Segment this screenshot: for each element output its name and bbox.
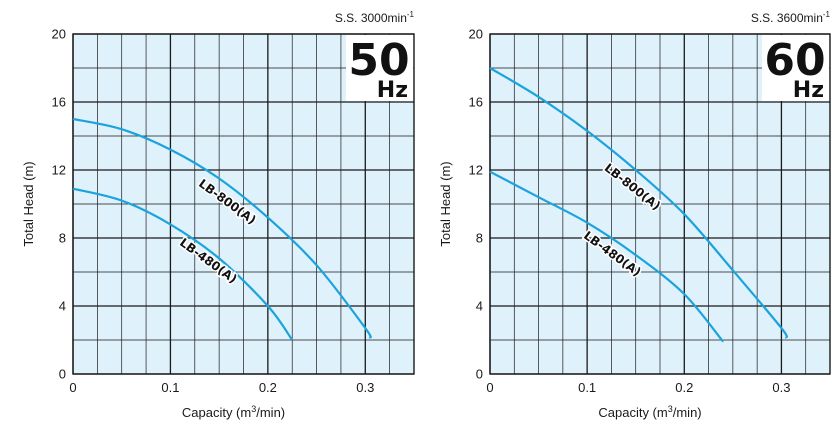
x-tick-label: 0.3 <box>356 380 374 395</box>
frequency-number: 50 <box>348 35 409 86</box>
plot-frame <box>72 33 415 375</box>
speed-label: S.S. 3600min-1 <box>751 10 831 25</box>
frequency-unit: Hz <box>377 78 408 103</box>
curve-lb-480-a- <box>72 187 294 341</box>
curve-lb-800-a- <box>72 117 372 339</box>
plot-frame <box>489 33 831 375</box>
x-tick-label: 0.1 <box>578 380 596 395</box>
x-tick-label: 0.2 <box>675 380 693 395</box>
x-axis-label: Capacity (m3/min) <box>182 404 285 420</box>
curve-lb-480-a- <box>489 170 724 343</box>
y-tick-label: 0 <box>476 367 483 382</box>
frequency-number: 60 <box>764 35 825 86</box>
y-tick-label: 20 <box>52 27 66 42</box>
curve-lb-800-a- <box>489 67 788 339</box>
frequency-unit: Hz <box>793 78 824 103</box>
frequency-badge <box>762 35 829 101</box>
y-tick-label: 12 <box>469 163 483 178</box>
y-tick-label: 16 <box>52 95 66 110</box>
speed-label: S.S. 3000min-1 <box>335 10 415 25</box>
chart-panel-50hz: 0 4 8 12 16 20 0 0.1 0.2 0.3 Capacity (m3/min) Tota… <box>21 10 415 420</box>
x-tick-label: 0.2 <box>259 380 277 395</box>
y-tick-label: 16 <box>469 95 483 110</box>
y-axis-label: Total Head (m) <box>21 161 36 246</box>
chart-panel-60hz: 0 4 8 12 16 20 0 0.1 0.2 0.3 Capacity (m3/min) Tota… <box>438 10 831 420</box>
y-tick-label: 8 <box>476 231 483 246</box>
y-tick-label: 20 <box>469 27 483 42</box>
y-tick-label: 4 <box>59 299 66 314</box>
y-axis-label: Total Head (m) <box>438 161 453 246</box>
x-axis-label: Capacity (m3/min) <box>598 404 701 420</box>
x-tick-label: 0.1 <box>161 380 179 395</box>
x-tick-label: 0 <box>486 380 493 395</box>
y-tick-label: 12 <box>52 163 66 178</box>
y-tick-label: 0 <box>59 367 66 382</box>
y-tick-label: 4 <box>476 299 483 314</box>
x-tick-label: 0.3 <box>772 380 790 395</box>
y-tick-label: 8 <box>59 231 66 246</box>
x-tick-label: 0 <box>69 380 76 395</box>
frequency-badge <box>346 35 413 101</box>
